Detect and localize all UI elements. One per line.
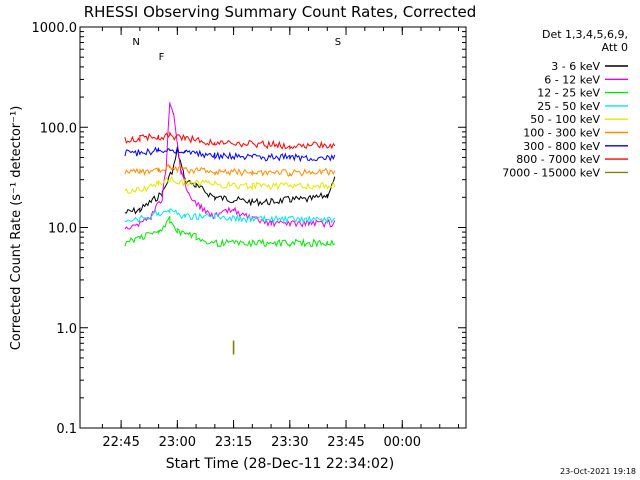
legend-label-3: 12 - 25 keV [537, 87, 600, 100]
annotation-f: F [159, 52, 165, 63]
legend-label-5: 50 - 100 keV [530, 113, 600, 126]
legend-label-6: 100 - 300 keV [523, 127, 600, 140]
y-tick-label-2: 1.0 [56, 322, 77, 337]
plot-area [124, 102, 336, 355]
x-tick-label-4: 23:30 [271, 435, 308, 450]
legend-label-7: 300 - 800 keV [523, 140, 600, 153]
chart-title: RHESSI Observing Summary Count Rates, Co… [84, 3, 477, 21]
x-tick-label-1: 22:45 [102, 435, 139, 450]
series-7-line [124, 145, 336, 163]
annotation-s: S [335, 37, 341, 48]
x-tick-label-5: 23:45 [327, 435, 364, 450]
axes: 0.1 1.0 10.0 100.0 1000.0 22:45 23:00 23:15 23:3… [32, 21, 467, 450]
legend-label-4: 25 - 50 keV [537, 100, 600, 113]
series-1-line [124, 147, 336, 215]
y-tick-label-1: 0.1 [56, 422, 77, 437]
y-tick-label-3: 10.0 [48, 222, 77, 237]
series-6-line [124, 163, 336, 177]
x-tick-label-2: 23:00 [159, 435, 196, 450]
y-tick-label-5: 1000.0 [32, 21, 78, 36]
series-2-line [124, 102, 336, 230]
legend-label-2: 6 - 12 keV [544, 73, 600, 86]
timestamp: 23-Oct-2021 19:18 [560, 467, 636, 476]
series-8-line [124, 131, 336, 151]
legend-label-8: 800 - 7000 keV [516, 153, 600, 166]
series-4-line [124, 208, 336, 225]
x-axis-label: Start Time (28-Dec-11 22:34:02) [166, 456, 394, 472]
legend-header: Det 1,3,4,5,6,9, [542, 28, 628, 41]
y-axis-label: Corrected Count Rate (s⁻¹ detector⁻¹) [9, 106, 24, 351]
legend-attenuator: Att 0 [602, 41, 628, 54]
legend-label-1: 3 - 6 keV [551, 60, 600, 73]
plot-frame [79, 26, 467, 429]
y-tick-label-4: 100.0 [40, 121, 77, 136]
annotation-n: N [132, 37, 139, 48]
x-tick-label-6: 00:00 [384, 435, 421, 450]
series-5-line [124, 175, 336, 195]
x-tick-label-3: 23:15 [215, 435, 252, 450]
legend-label-9: 7000 - 15000 keV [502, 166, 600, 179]
series-3-line [124, 215, 336, 248]
